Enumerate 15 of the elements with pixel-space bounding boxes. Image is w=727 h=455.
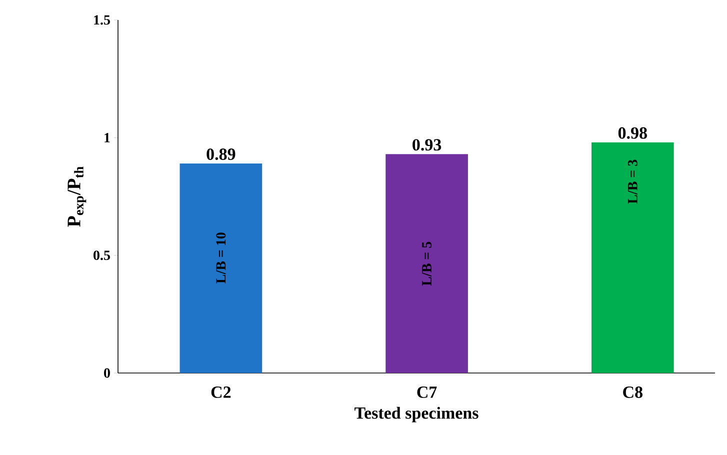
x-tick-label: C2 (211, 386, 231, 398)
data-label: 0.93 (412, 139, 442, 151)
data-label: 0.89 (206, 148, 236, 160)
annotation: L/B = 5 (422, 242, 432, 286)
y-tick-label: 1.5 (94, 15, 110, 25)
data-label: 0.98 (618, 127, 647, 139)
x-tick-label: C7 (417, 386, 437, 398)
annotation: L/B = 3 (628, 160, 638, 204)
annotation: L/B = 10 (216, 232, 226, 284)
x-axis-title: Tested specimens (354, 406, 478, 422)
y-tick-label: 0 (104, 368, 110, 378)
y-axis-title: P$_{exp}$/P$_{th}$ (68, 166, 86, 227)
y-tick-label: 0.5 (94, 250, 110, 260)
x-tick-label: C8 (623, 386, 642, 398)
y-tick-label: 1 (104, 133, 110, 142)
